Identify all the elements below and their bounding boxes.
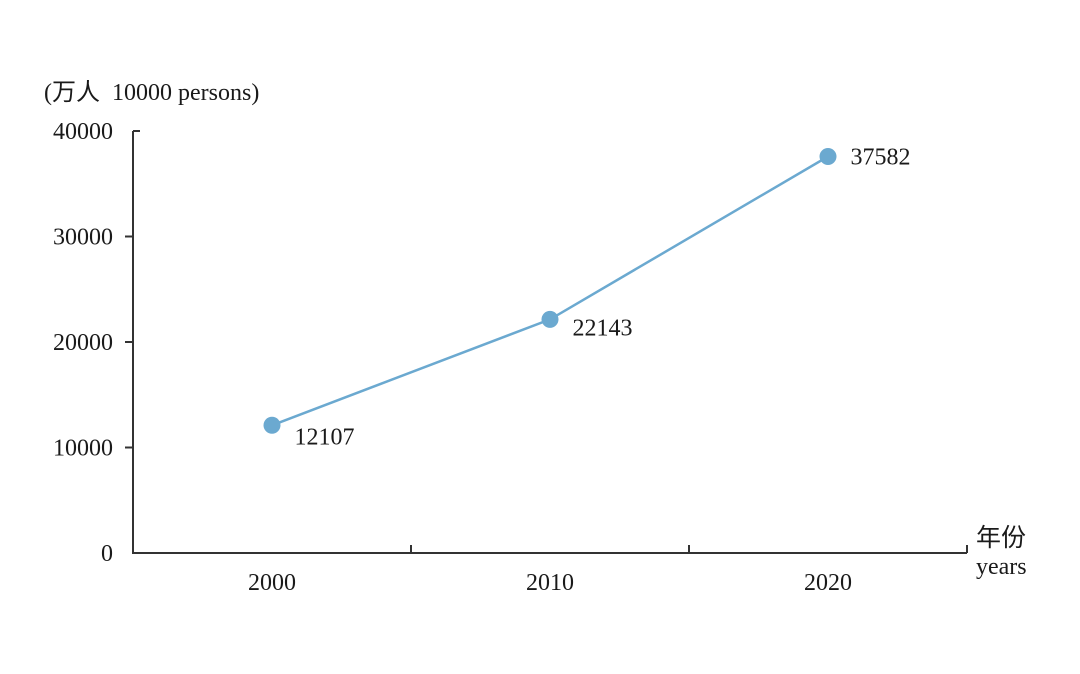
y-tick-label: 10000	[53, 436, 113, 462]
y-tick-label: 0	[101, 541, 113, 567]
x-axis-title: 年份 years	[976, 524, 1027, 582]
data-point	[263, 416, 281, 434]
data-point	[541, 310, 559, 328]
data-point	[819, 148, 837, 166]
x-tick-label: 2000	[248, 570, 296, 596]
x-axis-label-chinese: 年份	[976, 525, 1027, 552]
x-axis-label-english: years	[976, 554, 1027, 580]
axis-lines	[132, 131, 967, 554]
data-point-label: 22143	[573, 315, 633, 341]
y-axis-unit-label: (万人 10000 persons)	[44, 80, 260, 106]
x-tick-label: 2020	[804, 570, 852, 596]
data-point-label: 12107	[295, 424, 355, 450]
y-tick-label: 30000	[53, 225, 113, 251]
data-point-label: 37582	[851, 145, 911, 171]
x-tick-label: 2010	[526, 570, 574, 596]
y-tick-label: 20000	[53, 330, 113, 356]
series-line	[270, 155, 830, 427]
y-tick-label: 40000	[53, 119, 113, 145]
